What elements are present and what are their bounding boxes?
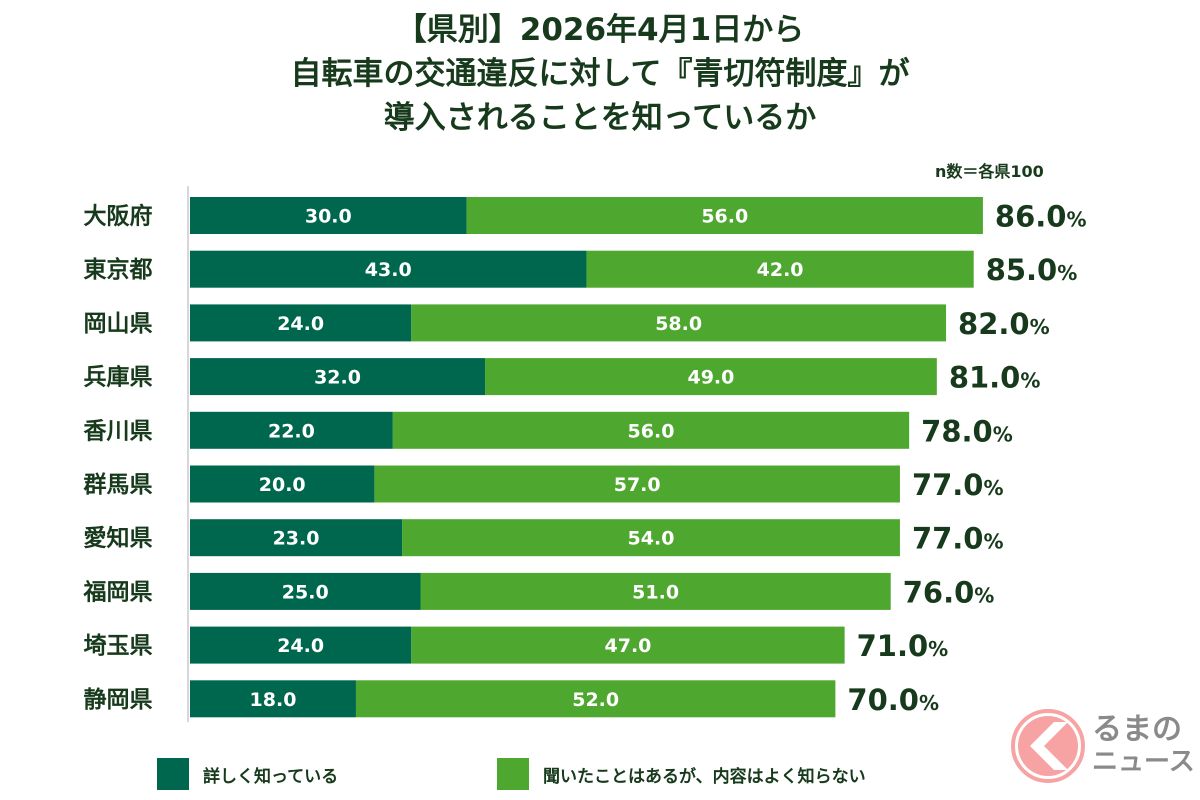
total-label: 77.0% <box>912 468 1004 502</box>
bar-segment <box>190 680 356 718</box>
total-unit: % <box>1066 208 1086 232</box>
data-label: 22.0 <box>268 420 315 442</box>
data-label: 56.0 <box>701 206 748 228</box>
data-label: 56.0 <box>628 420 675 442</box>
legend-swatch-dark <box>157 758 189 790</box>
category-label: 埼玉県 <box>84 633 153 659</box>
data-label: 25.0 <box>282 581 329 603</box>
total-unit: % <box>984 476 1004 500</box>
category-label: 愛知県 <box>84 525 153 552</box>
bar-segment <box>190 358 486 396</box>
data-label: 43.0 <box>365 259 412 281</box>
category-label: 群馬県 <box>83 471 153 498</box>
bar-segment <box>190 572 421 610</box>
logo-text-2: ニュース <box>1092 747 1195 777</box>
total-unit: % <box>1057 261 1077 285</box>
category-label: 東京都 <box>84 256 153 283</box>
data-label: 20.0 <box>259 474 306 496</box>
data-label: 32.0 <box>314 367 361 389</box>
total-unit: % <box>1020 369 1040 393</box>
bar-segment <box>420 572 891 610</box>
title-line-2: 自転車の交通違反に対して『青切符制度』が <box>290 56 910 92</box>
category-label: 香川県 <box>84 418 153 444</box>
category-label: 静岡県 <box>84 686 153 713</box>
kuruma-news-logo: るまの ニュース <box>1010 708 1195 784</box>
total-label: 85.0% <box>986 253 1078 287</box>
total-label: 78.0% <box>921 414 1013 448</box>
data-label: 24.0 <box>277 313 324 335</box>
legend-label: 聞いたことはあるが、内容はよく知らない <box>543 766 866 787</box>
bar-segment <box>402 519 900 557</box>
logo-chevron-icon <box>1011 709 1085 783</box>
bar-segment <box>466 197 983 234</box>
data-label: 42.0 <box>757 259 804 281</box>
total-label: 81.0% <box>949 361 1041 395</box>
total-label: 70.0% <box>847 683 939 717</box>
total-unit: % <box>1030 315 1050 339</box>
data-label: 57.0 <box>614 474 661 496</box>
legend-item-detailed: 詳しく知っている <box>157 758 338 790</box>
total-unit: % <box>974 583 994 607</box>
title-line-3: 導入されることを知っているか <box>383 100 817 136</box>
category-label: 兵庫県 <box>84 364 153 391</box>
data-label: 18.0 <box>250 689 297 711</box>
total-unit: % <box>993 422 1013 446</box>
data-label: 47.0 <box>605 635 652 657</box>
bar-segment <box>411 626 845 664</box>
bar-segment <box>392 411 910 449</box>
data-label: 24.0 <box>277 635 324 657</box>
bar-segment <box>190 465 375 503</box>
bar-segment <box>190 304 412 342</box>
category-label: 福岡県 <box>83 579 153 605</box>
total-label: 71.0% <box>857 629 949 663</box>
data-label: 30.0 <box>305 206 352 228</box>
total-label: 77.0% <box>912 522 1004 556</box>
data-label: 23.0 <box>273 528 320 550</box>
sample-size-note: n数＝各県100 <box>935 162 1044 181</box>
bar-segment <box>190 626 412 664</box>
bar-segment <box>190 250 587 288</box>
data-label: 58.0 <box>655 313 702 335</box>
total-unit: % <box>919 691 939 715</box>
data-label: 54.0 <box>628 528 675 550</box>
legend-label: 詳しく知っている <box>203 766 339 787</box>
total-label: 76.0% <box>903 575 995 609</box>
bar-segment <box>411 304 947 342</box>
legend-swatch-light <box>497 758 529 790</box>
total-unit: % <box>928 637 948 661</box>
bar-segment <box>190 519 403 557</box>
chart-title: 【県別】2026年4月1日から 自転車の交通違反に対して『青切符制度』が 導入さ… <box>0 8 1200 140</box>
bar-segment <box>485 358 937 396</box>
category-label: 岡山県 <box>84 311 153 337</box>
logo-text-1: るまの <box>1092 712 1182 747</box>
total-unit: % <box>984 530 1004 554</box>
bar-segment <box>355 680 836 718</box>
legend-item-heard: 聞いたことはあるが、内容はよく知らない <box>497 758 866 790</box>
data-label: 52.0 <box>572 689 619 711</box>
bar-segment <box>586 250 974 288</box>
bar-segment <box>190 197 467 234</box>
data-label: 49.0 <box>687 367 734 389</box>
title-line-1: 【県別】2026年4月1日から <box>395 12 805 48</box>
data-label: 51.0 <box>632 581 679 603</box>
total-label: 86.0% <box>995 200 1087 234</box>
category-label: 大阪府 <box>84 203 153 230</box>
total-label: 82.0% <box>958 307 1050 341</box>
bar-segment <box>374 465 900 503</box>
bar-segment <box>190 411 393 449</box>
